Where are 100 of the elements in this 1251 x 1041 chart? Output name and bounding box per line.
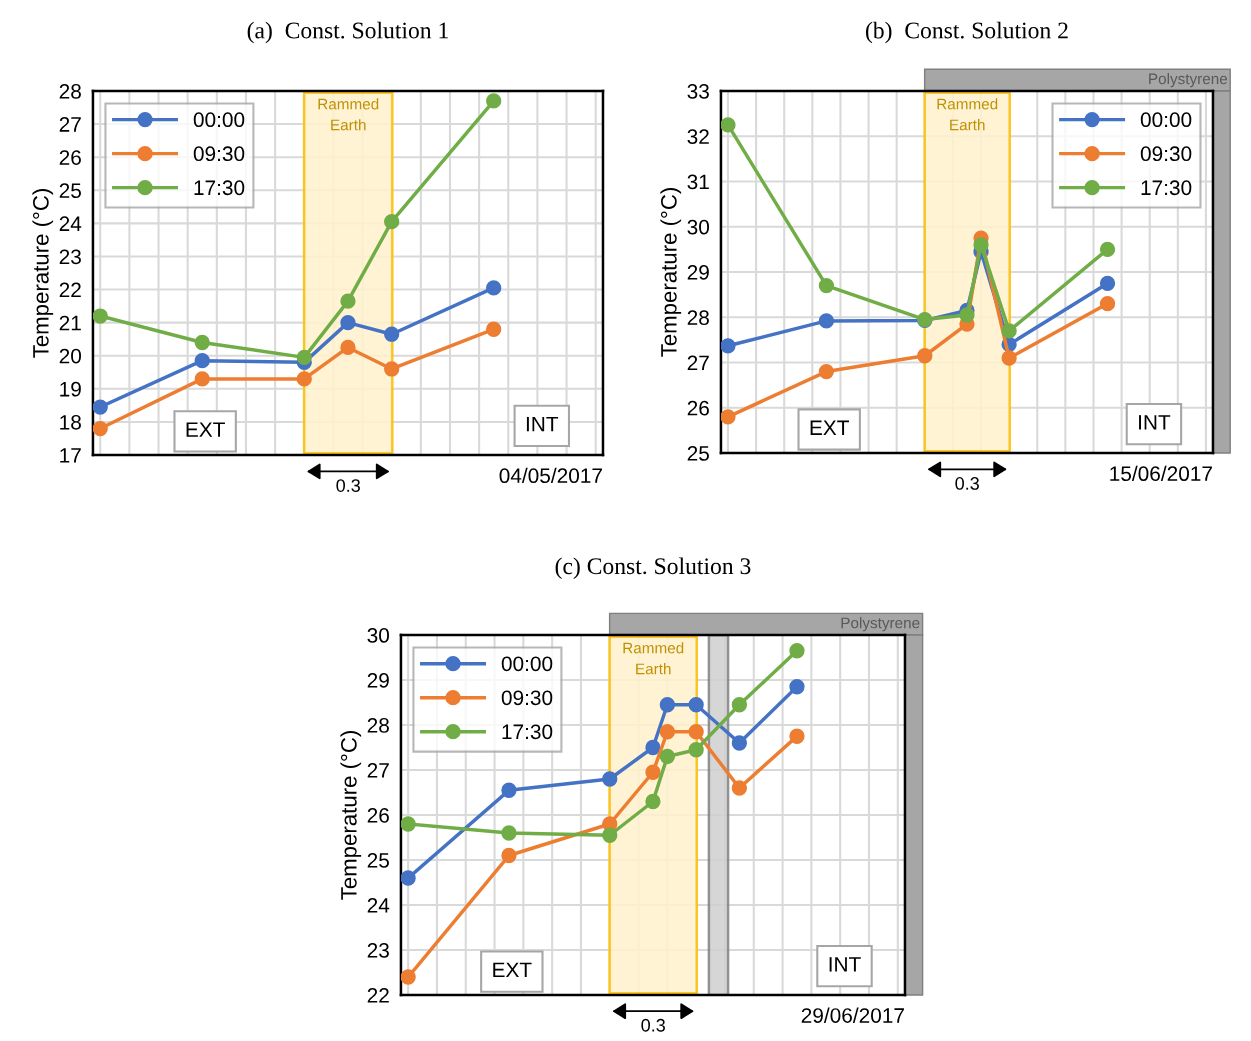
point xyxy=(194,371,210,387)
y-tick-label: 27 xyxy=(367,763,389,778)
legend-label: 17:30 xyxy=(194,180,245,196)
y-tick-label: 18 xyxy=(60,414,81,430)
annotation: INT xyxy=(526,416,559,432)
point xyxy=(92,420,108,437)
point xyxy=(602,827,618,843)
point xyxy=(1099,241,1116,258)
point xyxy=(973,237,989,253)
point xyxy=(501,825,517,841)
y-tick-label: 24 xyxy=(59,216,82,231)
annotation: EXT xyxy=(186,422,225,437)
y-tick-label: 22 xyxy=(59,282,81,298)
point xyxy=(400,870,416,886)
point xyxy=(645,764,661,780)
y-tick-label: 33 xyxy=(687,83,709,99)
annotation: INT xyxy=(829,957,861,972)
point xyxy=(789,728,805,744)
text: Polystyrene xyxy=(841,617,920,632)
point xyxy=(340,293,356,309)
legend-label: 09:30 xyxy=(193,146,245,162)
annotation: Rammed Earth xyxy=(623,642,684,675)
legend-label: 00:00 xyxy=(193,112,245,128)
annotation: INT xyxy=(1139,415,1171,430)
point xyxy=(818,363,835,380)
annotation: Rammed Earth xyxy=(318,98,379,131)
point xyxy=(501,847,517,864)
point xyxy=(917,348,933,364)
legend-label: 00:00 xyxy=(1140,112,1192,128)
point xyxy=(731,697,748,713)
point xyxy=(818,277,835,294)
y-tick-label: 26 xyxy=(367,808,389,823)
text: 15/06/2017 xyxy=(1110,465,1212,482)
legend-label: 00:00 xyxy=(501,656,553,672)
point xyxy=(340,315,356,331)
y-axis-title: Temperature (°C) xyxy=(32,189,54,358)
annotation: EXT xyxy=(810,420,849,435)
y-tick-label: 25 xyxy=(687,446,709,461)
legend-label: 09:30 xyxy=(1140,146,1192,162)
point xyxy=(194,334,210,351)
chart-title: (a) Const. Solution 1 xyxy=(247,21,448,44)
point xyxy=(659,748,675,765)
point xyxy=(789,679,805,695)
legend-label: 09:30 xyxy=(501,690,553,706)
point xyxy=(384,326,400,342)
y-tick-label: 22 xyxy=(367,987,389,1003)
point xyxy=(400,816,416,832)
point xyxy=(486,321,502,337)
annotation: EXT xyxy=(493,962,532,977)
y-tick-label: 29 xyxy=(367,673,389,688)
text: 29/06/2017 xyxy=(801,1007,904,1023)
annotation: Rammed Earth xyxy=(937,98,998,131)
point xyxy=(296,349,312,366)
text: 0.3 xyxy=(955,477,979,490)
y-tick-label: 28 xyxy=(367,718,389,733)
point xyxy=(645,793,661,810)
point xyxy=(789,643,805,659)
point xyxy=(501,782,517,798)
point xyxy=(645,739,661,756)
y-axis-title: Temperature (°C) xyxy=(340,731,362,900)
point xyxy=(1001,323,1017,339)
point xyxy=(296,371,312,387)
text: 0.3 xyxy=(336,479,360,492)
y-axis-title: Temperature (°C) xyxy=(660,188,682,357)
y-tick-label: 32 xyxy=(687,129,709,144)
point xyxy=(688,697,704,713)
y-tick-label: 30 xyxy=(367,628,390,643)
y-tick-label: 23 xyxy=(59,249,81,265)
point xyxy=(818,313,835,329)
legend-label: 17:30 xyxy=(1141,180,1192,196)
y-tick-label: 25 xyxy=(59,183,81,199)
point xyxy=(194,353,210,369)
y-tick-label: 17 xyxy=(60,448,81,463)
y-tick-label: 26 xyxy=(687,400,709,416)
point xyxy=(731,735,748,751)
point xyxy=(688,742,704,758)
point xyxy=(486,93,502,109)
point xyxy=(659,697,675,713)
point xyxy=(384,214,400,230)
chart-title: (c) Const. Solution 3 xyxy=(555,557,751,579)
y-tick-label: 20 xyxy=(59,348,82,364)
y-tick-label: 27 xyxy=(687,355,709,371)
text: Polystyrene xyxy=(1149,73,1228,88)
point xyxy=(720,409,736,425)
y-tick-label: 24 xyxy=(367,897,390,913)
point xyxy=(731,780,748,796)
point xyxy=(1001,350,1017,366)
y-tick-label: 25 xyxy=(367,853,389,868)
text: 04/05/2017 xyxy=(499,467,602,484)
point xyxy=(92,308,108,324)
point xyxy=(602,771,618,787)
point xyxy=(400,969,416,985)
point xyxy=(659,724,675,740)
y-tick-label: 27 xyxy=(59,117,81,132)
point xyxy=(688,724,704,740)
chart-title: (b) Const. Solution 2 xyxy=(866,21,1068,44)
y-tick-label: 28 xyxy=(59,83,81,99)
point xyxy=(1099,275,1116,291)
point xyxy=(1099,296,1116,312)
y-tick-label: 31 xyxy=(687,174,709,190)
